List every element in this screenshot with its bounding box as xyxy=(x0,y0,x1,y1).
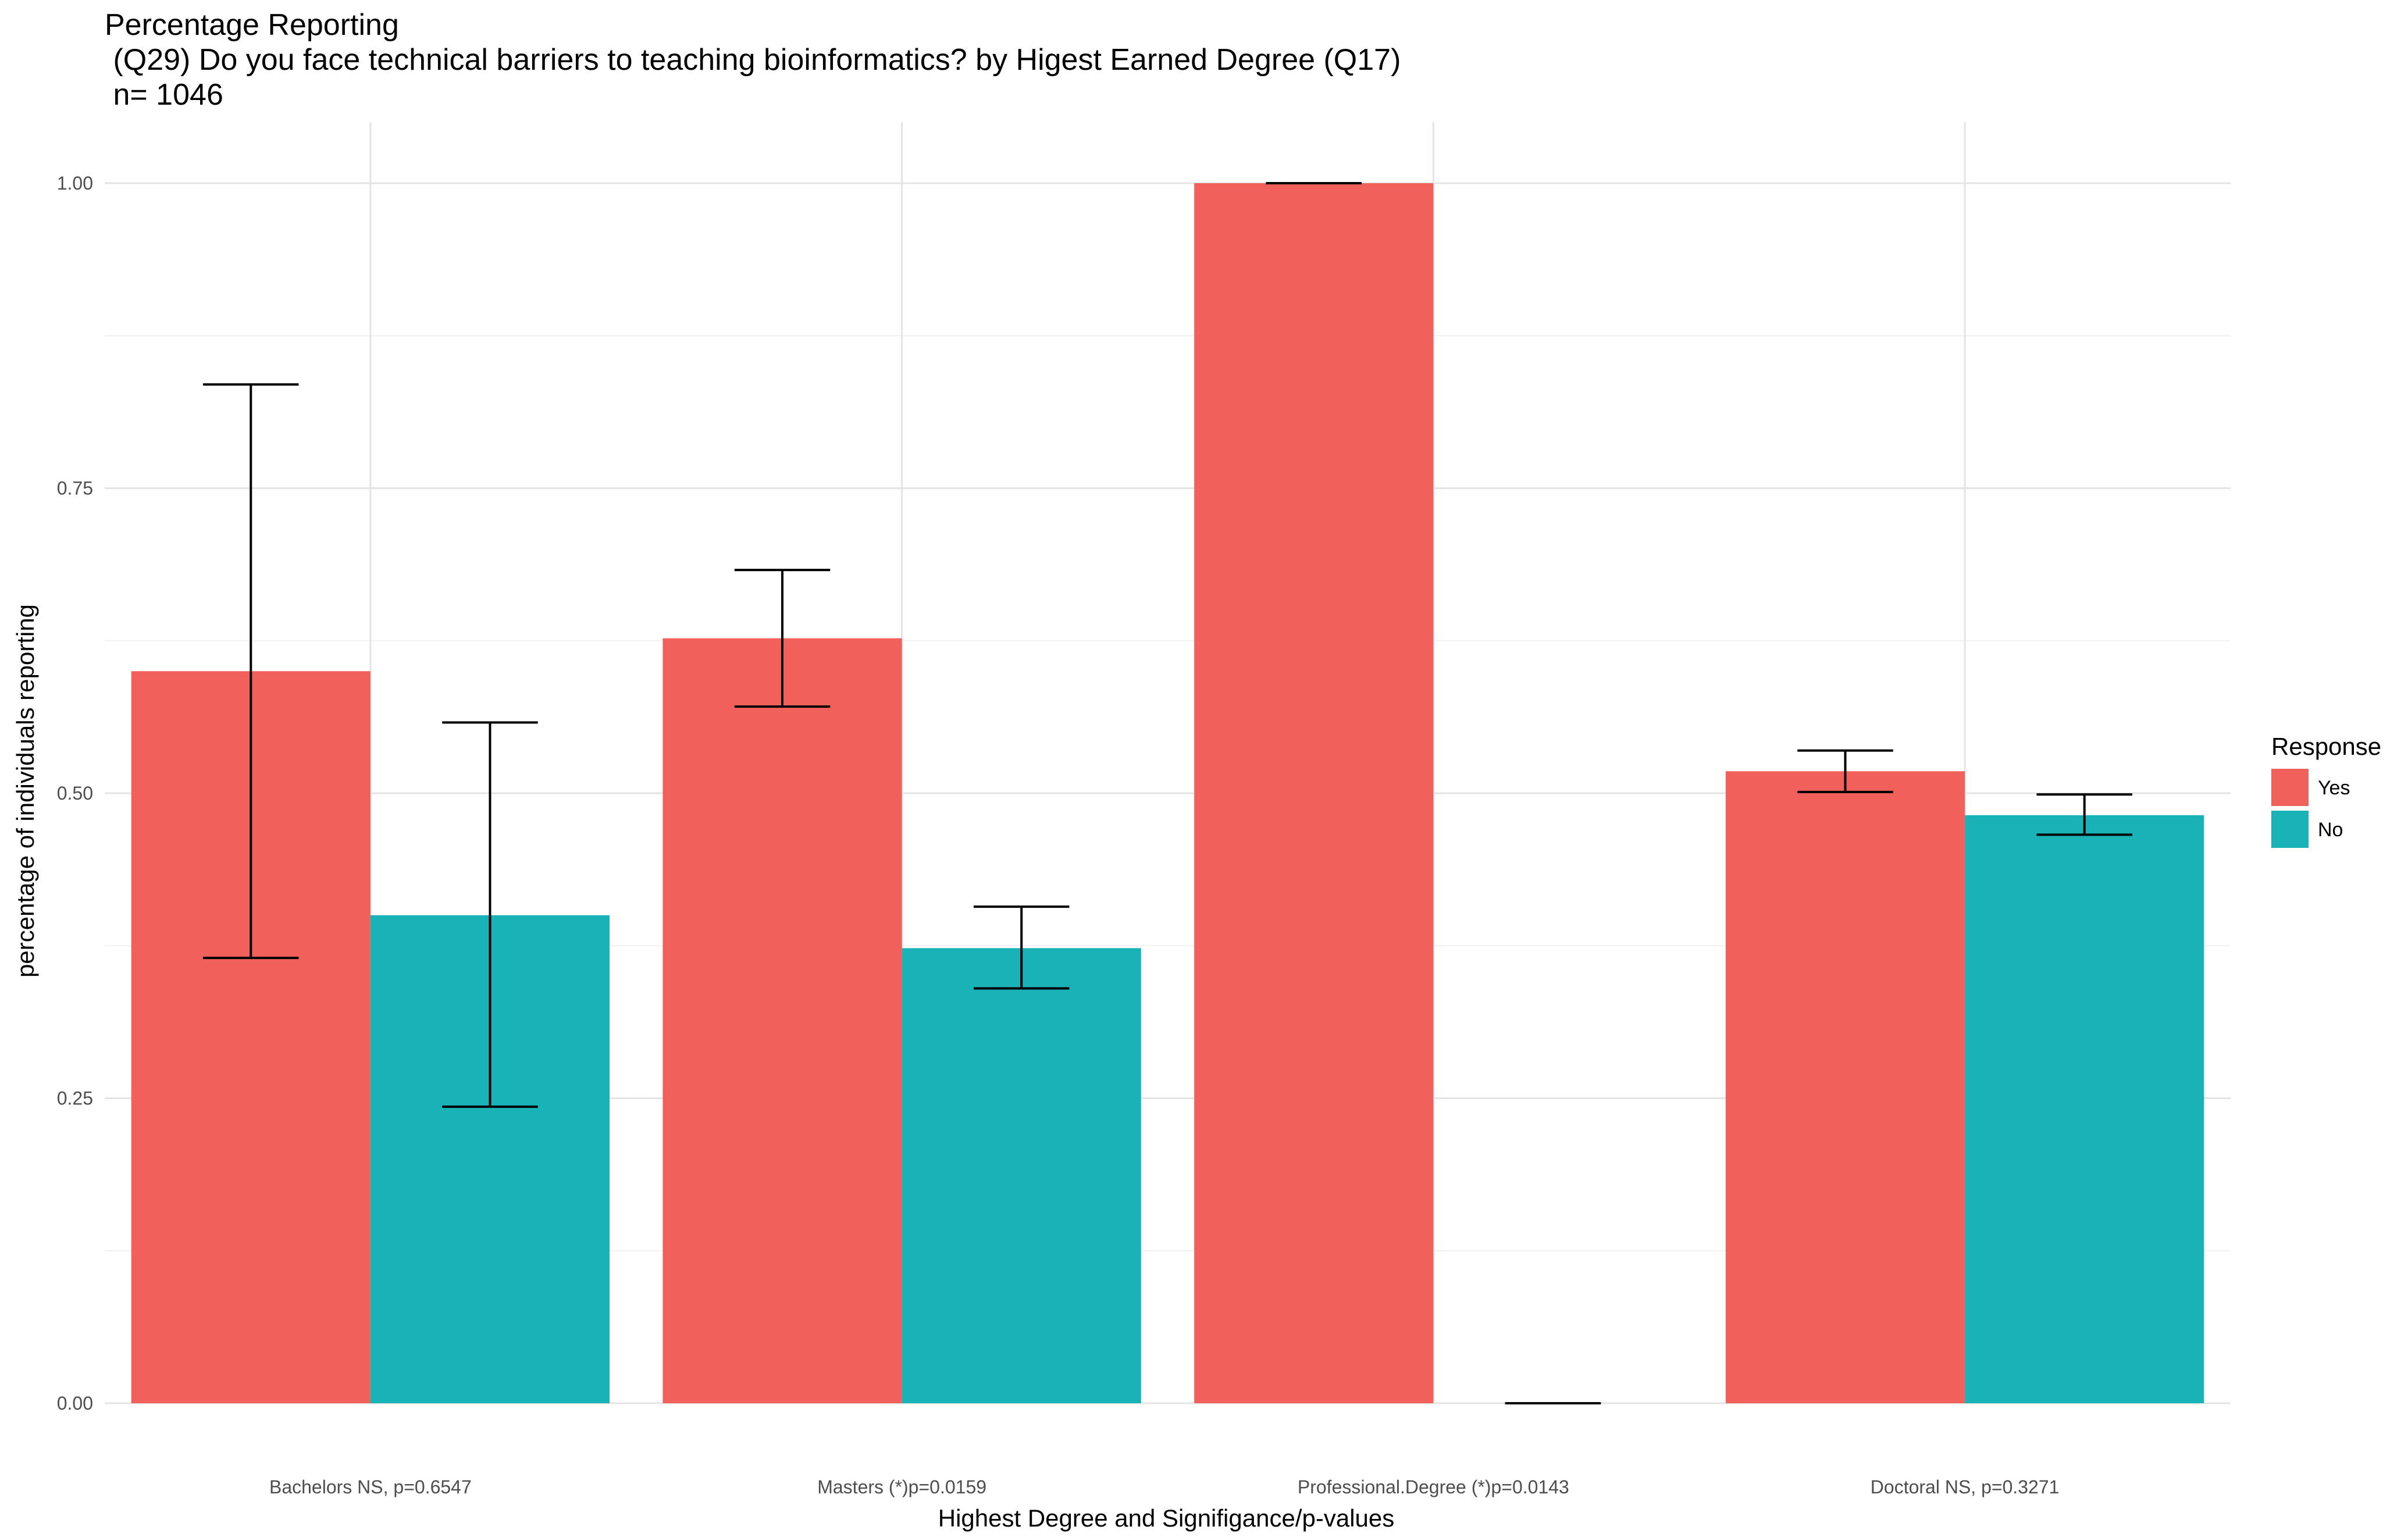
x-tick-label: Masters (*)p=0.0159 xyxy=(817,1477,986,1497)
chart-title-line-1: Percentage Reporting xyxy=(105,8,399,42)
error-bar-no-0 xyxy=(442,721,538,1108)
error-bars xyxy=(203,182,2132,1404)
x-tick-label: Doctoral NS, p=0.3271 xyxy=(1871,1477,2060,1497)
y-tick-label: 0.50 xyxy=(57,783,93,804)
x-axis-ticks: Bachelors NS, p=0.6547 Masters (*)p=0.015… xyxy=(269,1477,2059,1497)
error-bar-yes-1 xyxy=(734,569,831,708)
legend-label-no: No xyxy=(2318,819,2343,841)
bar-no-3 xyxy=(1965,815,2204,1403)
x-tick-label: Bachelors NS, p=0.6547 xyxy=(269,1477,472,1497)
error-bar-no-3 xyxy=(2036,793,2132,836)
bar-no-1 xyxy=(902,948,1141,1403)
error-bar-no-1 xyxy=(973,905,1070,990)
error-bar-yes-0 xyxy=(203,383,299,960)
y-axis-title: percentage of individuals reporting xyxy=(12,604,39,978)
legend-swatch-no xyxy=(2271,811,2309,848)
bar-yes-2 xyxy=(1194,183,1434,1403)
bar-yes-3 xyxy=(1725,771,1965,1403)
legend-swatch-yes xyxy=(2271,769,2309,806)
legend-label-yes: Yes xyxy=(2318,777,2350,799)
error-bar-yes-3 xyxy=(1797,749,1893,793)
x-axis-title: Highest Degree and Signifigance/p-values xyxy=(938,1504,1395,1532)
y-tick-label: 0.25 xyxy=(57,1088,93,1109)
x-tick-label: Professional.Degree (*)p=0.0143 xyxy=(1298,1477,1569,1497)
legend: Response Yes No xyxy=(2271,733,2381,848)
chart-title-line-2: (Q29) Do you face technical barriers to … xyxy=(105,43,1401,77)
chart-title-line-3: n= 1046 xyxy=(105,78,223,112)
y-tick-label: 0.75 xyxy=(57,478,93,499)
y-axis-ticks: 0.00 0.25 0.50 0.75 1.00 xyxy=(57,173,93,1414)
bar-yes-1 xyxy=(662,638,902,1403)
legend-title: Response xyxy=(2271,733,2381,760)
y-tick-label: 0.00 xyxy=(57,1393,93,1414)
y-tick-label: 1.00 xyxy=(57,173,93,194)
bars xyxy=(131,183,2204,1403)
